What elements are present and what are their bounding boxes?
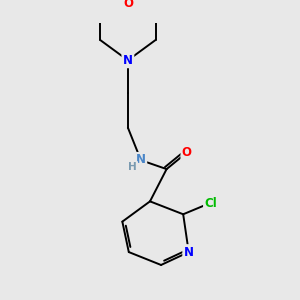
Text: H: H — [128, 162, 137, 172]
Text: N: N — [123, 54, 133, 67]
Text: N: N — [136, 153, 146, 167]
Text: O: O — [182, 146, 192, 159]
Text: O: O — [123, 0, 133, 10]
Text: Cl: Cl — [205, 197, 217, 210]
Text: N: N — [184, 246, 194, 259]
